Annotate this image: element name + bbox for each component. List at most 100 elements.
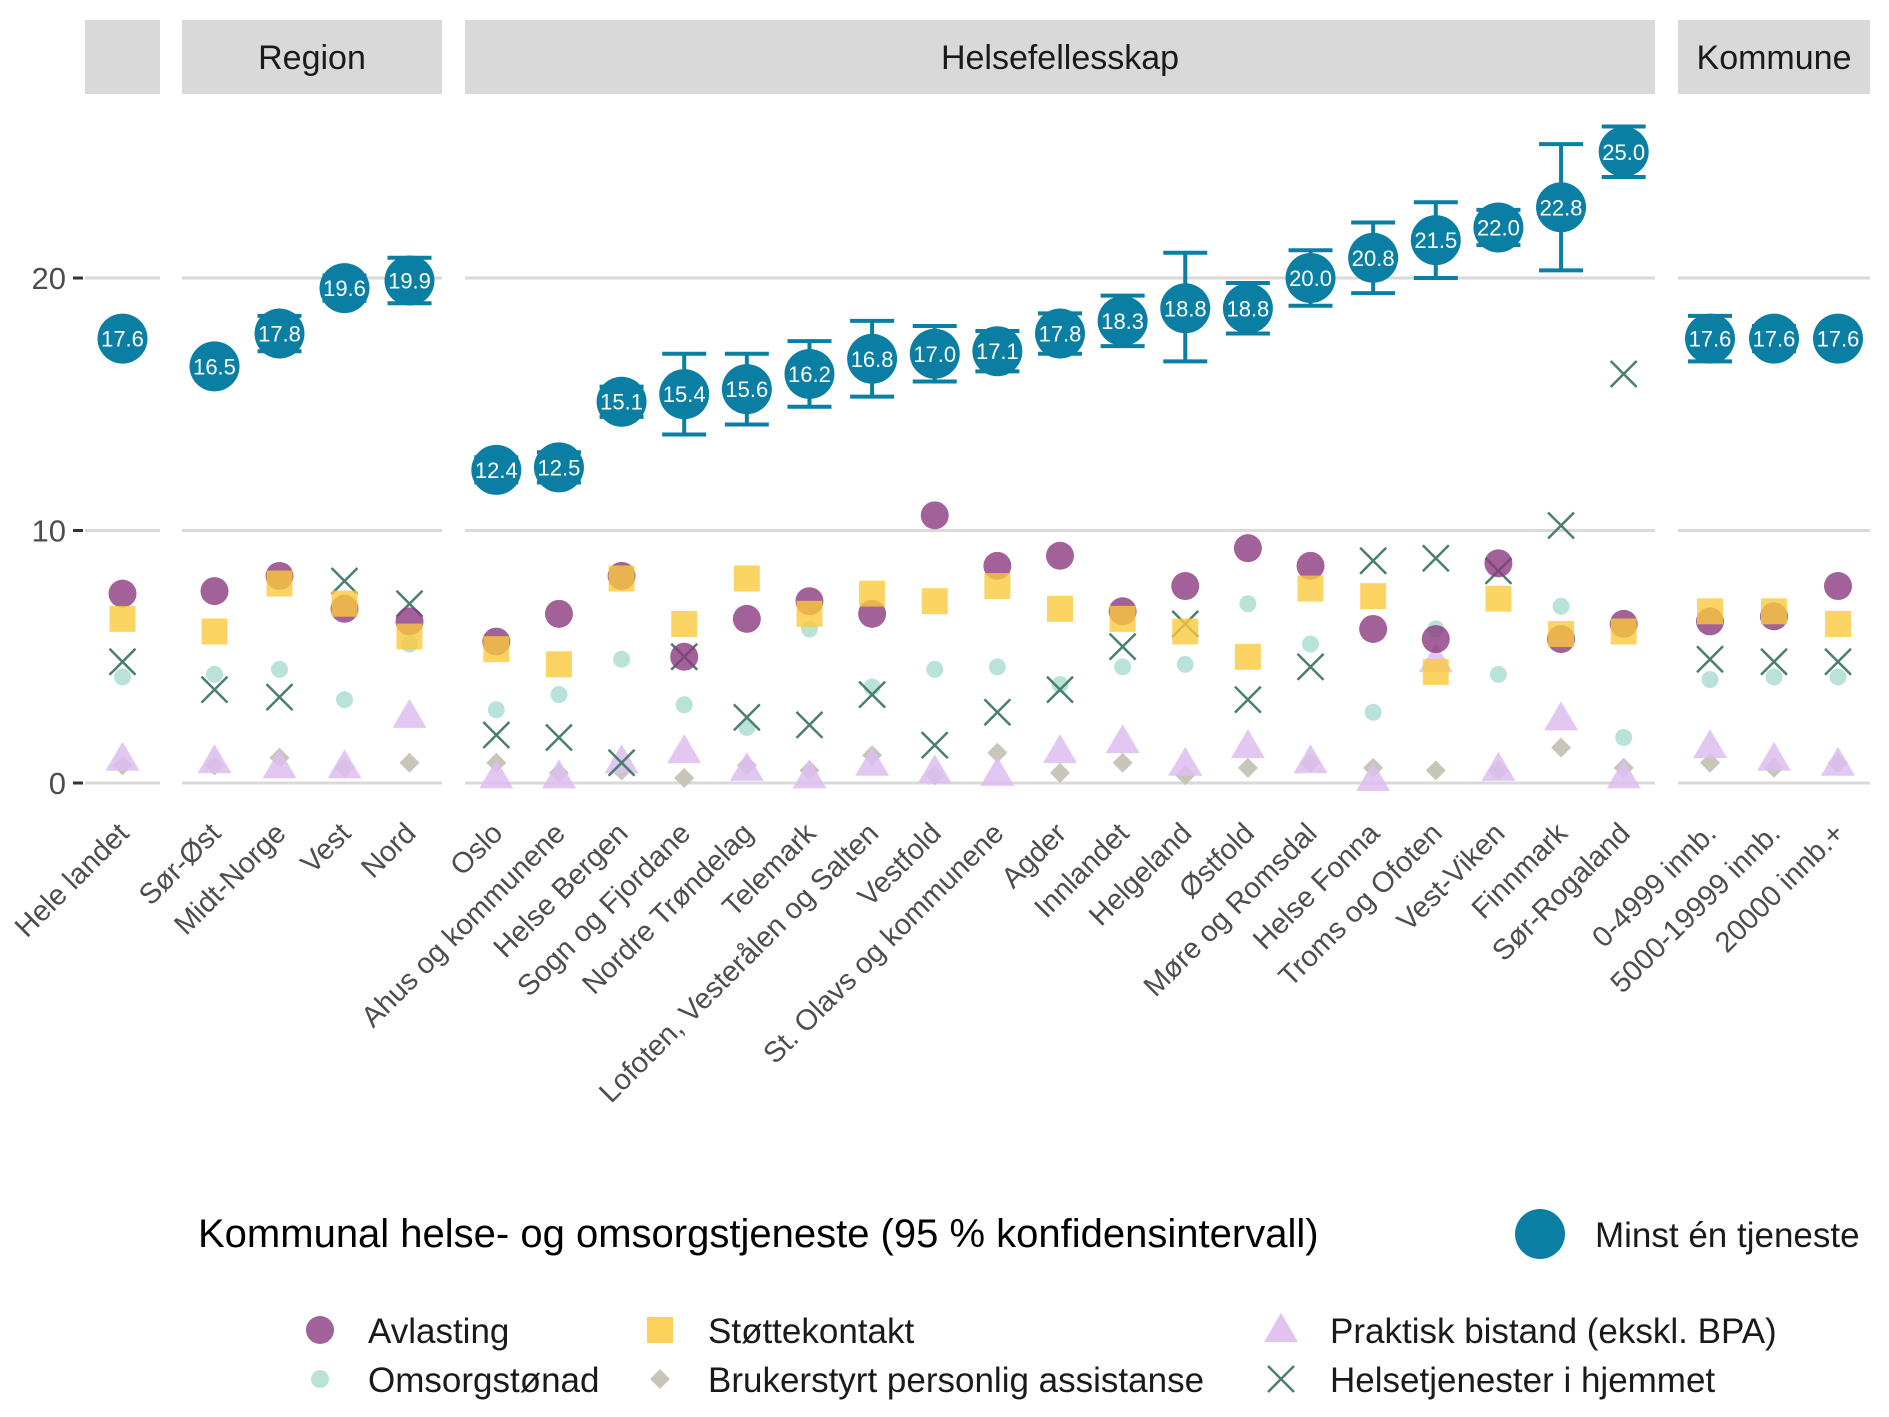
point-stottekontakt xyxy=(1234,643,1261,670)
data-label: 17.8 xyxy=(1039,322,1082,347)
data-label: 17.6 xyxy=(1689,327,1732,352)
point-praktisk xyxy=(1043,734,1077,764)
gridlines xyxy=(85,276,1870,785)
point-stottekontakt xyxy=(1485,585,1512,612)
point-avlasting xyxy=(983,551,1012,580)
legend-label-stottekontakt: Støttekontakt xyxy=(708,1312,914,1351)
point-praktisk xyxy=(1230,729,1265,759)
point-hjemmet xyxy=(607,748,636,777)
point-praktisk xyxy=(479,759,514,789)
point-stottekontakt xyxy=(796,600,823,627)
point-hjemmet xyxy=(1296,652,1325,681)
point-praktisk xyxy=(105,741,140,771)
point-praktisk xyxy=(1693,729,1727,759)
point-hjemmet xyxy=(732,703,761,732)
facet-strip-label: Kommune xyxy=(1697,39,1852,77)
point-avlasting xyxy=(670,642,699,671)
point-hjemmet xyxy=(1824,647,1852,676)
point-stottekontakt xyxy=(1109,605,1136,632)
point-hjemmet xyxy=(1421,544,1450,573)
point-stottekontakt xyxy=(671,610,698,637)
point-stottekontakt xyxy=(608,565,635,592)
point-main xyxy=(972,326,1023,377)
point-avlasting xyxy=(1233,534,1262,563)
facet-strip-label: Helsefellesskap xyxy=(941,39,1179,77)
point-praktisk xyxy=(1544,701,1579,731)
point-hjemmet xyxy=(1359,546,1388,575)
y-tick-label: 10 xyxy=(32,514,66,549)
point-praktisk xyxy=(1821,746,1855,776)
point-main xyxy=(471,444,522,495)
point-bpa xyxy=(399,752,420,773)
data-label: 18.3 xyxy=(1101,309,1144,334)
point-omsorgstonad xyxy=(206,665,223,683)
point-stottekontakt xyxy=(921,588,948,615)
legend-label-main: Minst én tjeneste xyxy=(1595,1216,1860,1255)
point-praktisk xyxy=(197,744,232,774)
point-omsorgstonad xyxy=(675,696,693,714)
point-main xyxy=(1813,313,1863,364)
point-omsorgstonad xyxy=(1552,597,1570,615)
point-praktisk xyxy=(729,751,764,781)
point-avlasting xyxy=(1046,541,1074,570)
point-avlasting xyxy=(1484,549,1513,578)
legend-key-bpa xyxy=(650,1369,670,1389)
data-label: 17.6 xyxy=(1817,327,1860,352)
point-praktisk xyxy=(792,759,827,789)
legend-key-omsorgstonad xyxy=(311,1370,329,1388)
point-avlasting xyxy=(108,579,137,608)
point-praktisk xyxy=(667,734,702,764)
data-label: 12.5 xyxy=(538,455,581,480)
point-bpa xyxy=(987,742,1008,763)
point-omsorgstonad xyxy=(1176,655,1194,673)
point-hjemmet xyxy=(920,731,949,760)
point-omsorgstonad xyxy=(613,650,631,668)
y-tick-label: 0 xyxy=(49,766,66,801)
point-omsorgstonad xyxy=(1051,676,1069,694)
point-omsorgstonad xyxy=(1364,703,1382,721)
data-label: 15.1 xyxy=(600,390,643,415)
point-stottekontakt xyxy=(396,623,423,650)
data-label: 22.8 xyxy=(1540,195,1583,220)
point-praktisk xyxy=(1356,761,1391,791)
point-stottekontakt xyxy=(1172,618,1199,645)
point-praktisk xyxy=(1293,744,1328,774)
data-label: 17.0 xyxy=(913,342,956,367)
point-avlasting xyxy=(1824,572,1852,601)
point-main xyxy=(596,376,647,427)
point-stottekontakt xyxy=(733,565,760,592)
point-main xyxy=(319,263,370,314)
point-stottekontakt xyxy=(1360,583,1387,610)
legend-label-hjemmet: Helsetjenester i hjemmet xyxy=(1330,1361,1715,1400)
data-label: 16.5 xyxy=(193,354,236,379)
data-label: 21.5 xyxy=(1414,228,1457,253)
x-tick-label: Hele landet xyxy=(9,817,135,943)
point-omsorgstonad xyxy=(1829,668,1847,686)
data-label: 17.8 xyxy=(258,322,301,347)
data-label: 15.6 xyxy=(725,377,768,402)
point-hjemmet xyxy=(1108,632,1137,661)
point-stottekontakt xyxy=(1697,598,1723,625)
point-bpa xyxy=(674,767,695,788)
point-praktisk xyxy=(327,749,362,779)
data-label: 15.4 xyxy=(663,382,706,407)
point-bpa xyxy=(1237,757,1258,778)
point-praktisk xyxy=(541,759,576,789)
point-stottekontakt xyxy=(331,590,358,617)
point-avlasting xyxy=(1171,572,1200,601)
data-label: 12.4 xyxy=(475,458,518,483)
point-main xyxy=(189,341,240,392)
data-label: 20.0 xyxy=(1289,266,1332,291)
point-stottekontakt xyxy=(201,618,228,645)
point-main xyxy=(909,328,960,379)
point-omsorgstonad xyxy=(550,686,568,704)
point-stottekontakt xyxy=(1297,575,1324,602)
point-stottekontakt xyxy=(266,570,293,597)
point-main xyxy=(254,308,305,359)
point-omsorgstonad xyxy=(271,660,288,678)
point-main xyxy=(1473,202,1524,253)
point-omsorgstonad xyxy=(926,660,944,678)
point-omsorgstonad xyxy=(1615,729,1633,747)
chart-marks: 17.6 16.5 17.8 19.6 19.9 12.4 12.5 15.1 15.4 15.6… xyxy=(97,124,1863,791)
